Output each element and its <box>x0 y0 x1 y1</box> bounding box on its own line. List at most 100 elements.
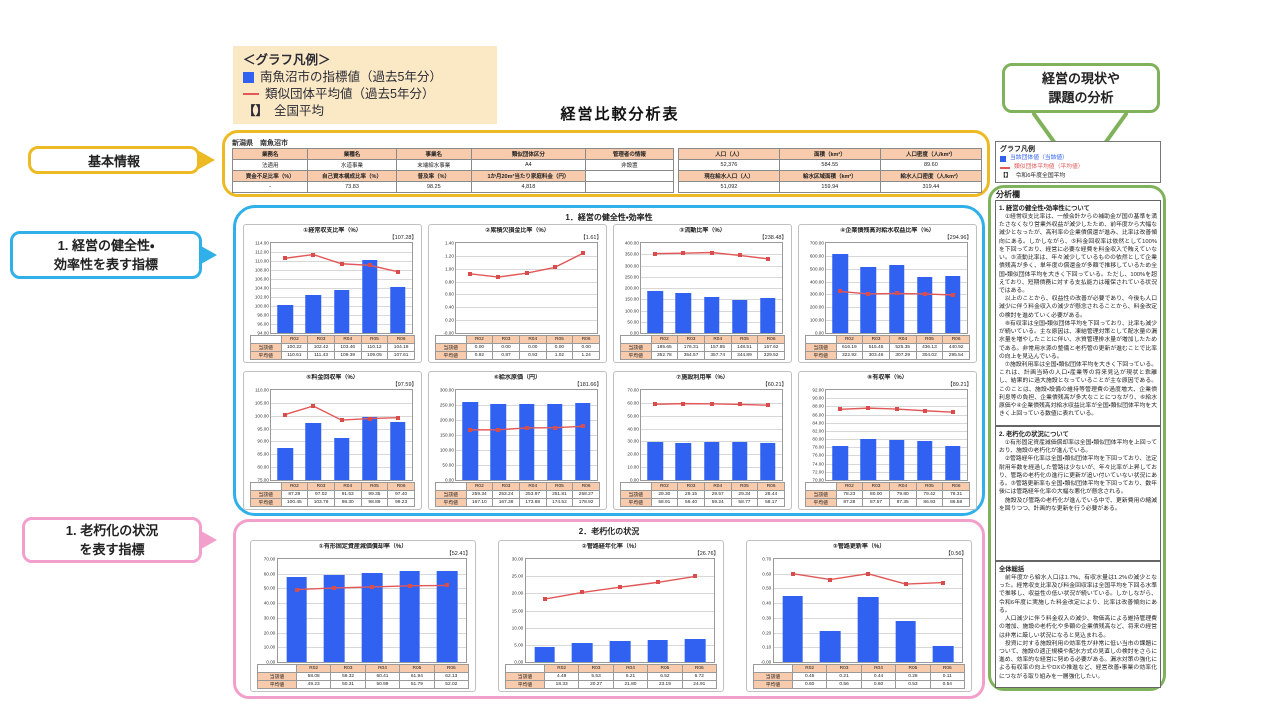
average-line <box>826 243 967 333</box>
series-value-cell: 60.41 <box>364 672 401 681</box>
line-marker <box>496 275 501 280</box>
analysis-section-title: 全体総括 <box>999 566 1025 573</box>
table-corner-cell <box>250 482 282 491</box>
bar-R04 <box>857 597 879 662</box>
info-value-cell: A4 <box>471 159 586 171</box>
chart-plot-area: 30.00 25.00 20.00 15.00 10.00 5.00 0.00 <box>512 557 715 665</box>
y-axis-tick-label: 96.00 <box>257 321 269 327</box>
bar-R04 <box>333 437 350 480</box>
y-axis-tick-label: 150.00 <box>624 296 639 302</box>
line-marker <box>866 406 871 411</box>
gridline <box>271 428 412 430</box>
gridline <box>641 276 782 278</box>
chart-value-table: R02 R03 R04 R05 R06 当該値 616.19 515.45 525.35 436.… <box>805 335 970 360</box>
series-value-cell: 80.00 <box>862 490 890 499</box>
average-line <box>456 243 597 333</box>
chart-title: ①経常収支比率（%） <box>303 228 362 234</box>
series-value-cell: 173.68 <box>518 498 547 507</box>
average-line <box>826 390 967 480</box>
series-label-cell: 当該値 <box>620 490 652 499</box>
bar-R06 <box>390 422 406 480</box>
year-header-cell: R03 <box>677 335 705 344</box>
chart-value-table: R02 R03 R04 R05 R06 当該値 0.45 0.21 0.44 0.28 0.11 平均… <box>753 664 966 689</box>
line-marker <box>407 583 412 588</box>
y-axis-tick-label: 20.00 <box>627 451 639 457</box>
y-axis-tick-label: 90.00 <box>257 438 269 444</box>
y-axis-tick-label: 70.00 <box>263 556 276 562</box>
series-value-cell: 58.08 <box>295 672 332 681</box>
mini-chart-5: ⑤料金回収率（%） 【97.59】 110.00 105.00 100.00 95.00 9… <box>243 371 422 510</box>
y-axis-tick-label: 102.00 <box>254 294 269 300</box>
chart-value-table: R02 R03 R04 R05 R06 当該値 87.29 97.02 91.53 99.35 97… <box>250 482 415 507</box>
average-line <box>526 559 714 662</box>
gridline <box>826 430 967 432</box>
series-value-cell: 0.00 <box>572 343 600 352</box>
series-label-cell: 当該値 <box>257 672 297 681</box>
chart-value-table: R02 R03 R04 R05 R06 当該値 0.00 0.00 0.00 0.00 0.00 平均… <box>435 335 600 360</box>
year-header-cell: R04 <box>518 482 547 491</box>
series-value-cell: 103.46 <box>333 343 362 352</box>
y-axis-tick-label: 94.00 <box>257 330 269 336</box>
section2-frame <box>233 519 985 699</box>
series-value-cell: 104.19 <box>387 343 415 352</box>
legend-item-municipality: 南魚沼市の指標値（過去5年分） <box>243 69 487 85</box>
series-value-cell: 58.17 <box>757 498 785 507</box>
series-value-cell: 344.89 <box>730 351 759 360</box>
bar-R05 <box>399 570 420 662</box>
series-value-cell: 49.23 <box>295 680 332 689</box>
year-header-cell: R05 <box>915 482 944 491</box>
section1-frame <box>233 205 985 516</box>
callout-section1-line2: 効率性を表す指標 <box>53 257 158 272</box>
series-value-cell: 1.02 <box>545 351 574 360</box>
y-axis-tick-label: 150.00 <box>439 432 454 438</box>
line-marker <box>311 252 316 257</box>
line-marker <box>866 291 871 296</box>
line-marker <box>496 427 501 432</box>
table-corner-cell <box>805 482 837 491</box>
y-axis-tick-label: 30.00 <box>627 438 639 444</box>
year-header-cell: R05 <box>399 664 435 673</box>
series-value-cell: 99.35 <box>360 490 389 499</box>
series-value-cell: 515.45 <box>862 343 890 352</box>
y-axis-tick-label: 106.00 <box>254 276 269 282</box>
line-marker <box>681 401 686 406</box>
series-label-cell: 平均値 <box>505 680 545 689</box>
bar-R05 <box>546 404 563 480</box>
line-marker <box>894 407 899 412</box>
series-label-cell: 当該値 <box>505 672 545 681</box>
series-value-cell: 0.00 <box>518 343 547 352</box>
series-value-cell: 78.23 <box>835 490 864 499</box>
series-value-cell: 0.87 <box>492 351 520 360</box>
chart-plot-area: 0.70 0.60 0.50 0.40 0.30 0.20 0.10 -0.00 <box>761 557 963 665</box>
y-axis-tick-label: 0.00 <box>514 659 524 665</box>
bar-R06 <box>932 645 954 662</box>
chart-plot-area: 70.00 60.00 50.00 40.00 30.00 20.00 10.00 0.00 <box>627 388 783 483</box>
line-marker <box>922 408 927 413</box>
info-header-cell: 業種名 <box>307 148 397 160</box>
analysis-section-body: ①有形固定資産減価償却率は全国・類似団体平均を上回っており、施設の老朽化が進んで… <box>999 440 1157 512</box>
year-header-cell: R06 <box>572 335 600 344</box>
year-header-cell: R03 <box>862 482 890 491</box>
bar-R06 <box>575 402 591 480</box>
year-header-cell: R03 <box>492 482 520 491</box>
year-header-cell: R02 <box>280 482 309 491</box>
line-marker <box>468 427 473 432</box>
line-marker <box>653 251 658 256</box>
series-value-cell: 436.13 <box>915 343 944 352</box>
gridline <box>456 255 597 257</box>
y-axis-tick-label: 200.00 <box>624 285 639 291</box>
bar-R02 <box>286 576 308 662</box>
series-value-cell: 6.21 <box>612 672 649 681</box>
series-value-cell: 167.38 <box>492 498 520 507</box>
series-label-cell: 当該値 <box>250 490 282 499</box>
bar-R04 <box>703 297 720 333</box>
series-label-cell: 当該値 <box>250 343 282 352</box>
y-axis-tick-label: 40.00 <box>263 600 276 606</box>
series-value-cell: 303.46 <box>862 351 890 360</box>
line-marker <box>395 269 400 274</box>
gridline <box>271 288 412 289</box>
year-header-cell: R05 <box>915 335 944 344</box>
bar-R03 <box>675 442 692 480</box>
y-axis-tick-label: 95.00 <box>257 426 269 432</box>
line-marker <box>681 251 686 256</box>
